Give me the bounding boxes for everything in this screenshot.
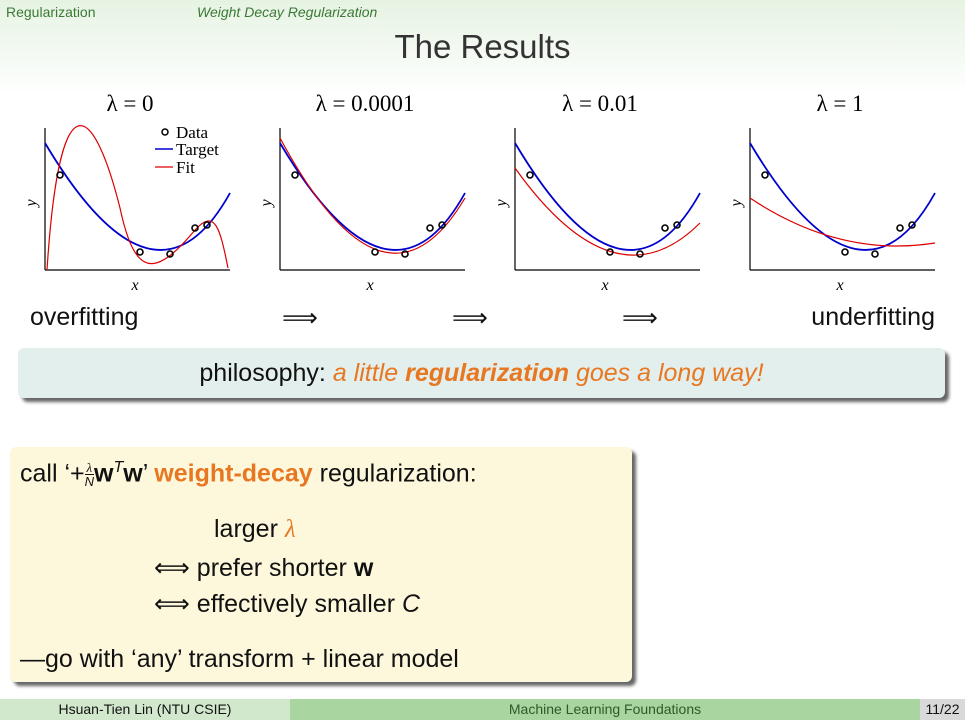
overfitting-label: overfitting <box>30 303 139 331</box>
x-label: x <box>130 277 138 294</box>
footer-page: 11/22 <box>920 699 965 720</box>
text: larger <box>214 515 278 543</box>
y-label: y <box>728 199 745 209</box>
text: ⟺ <box>154 554 190 582</box>
panel-label: λ = 1 <box>816 91 863 116</box>
plot: Data Target Fit <box>44 123 231 271</box>
text: w <box>94 459 114 488</box>
text: w <box>123 459 143 488</box>
philosophy-box: philosophy: a little regularization goes… <box>18 348 945 398</box>
arrow: ⟹ <box>622 304 658 332</box>
text: regularization <box>405 359 570 387</box>
x-label: x <box>835 277 843 294</box>
panel-label: λ = 0.01 <box>562 91 638 116</box>
section: Regularization <box>6 4 96 20</box>
line: ⟺ prefer shorter w <box>154 553 373 583</box>
text: prefer shorter <box>196 554 347 582</box>
x-label: x <box>365 277 373 294</box>
header-background <box>0 0 965 95</box>
plot <box>514 127 701 271</box>
y-label: y <box>258 199 275 209</box>
line: —go with ‘any’ transform + linear model <box>20 645 459 673</box>
footer-course: Machine Learning Foundations <box>290 699 920 720</box>
plot <box>279 127 466 271</box>
text: T <box>113 459 124 476</box>
slide-title: The Results <box>394 28 571 65</box>
text: a little <box>332 359 399 387</box>
text: call ‘+ <box>20 459 85 488</box>
legend-label: Target <box>176 140 219 159</box>
arrow: ⟹ <box>452 304 488 332</box>
text: weight-decay <box>154 459 313 488</box>
text: λ <box>84 460 95 476</box>
text: philosophy: <box>199 359 326 387</box>
plot <box>749 127 936 271</box>
text: goes a long way! <box>575 359 764 387</box>
text: ⟺ <box>154 590 190 618</box>
y-label: y <box>23 199 40 209</box>
text: N <box>84 474 95 490</box>
text: ’ <box>142 459 148 488</box>
text: w <box>353 554 374 582</box>
text: C <box>401 590 421 618</box>
y-label: y <box>493 199 510 209</box>
legend-label: Fit <box>176 158 195 177</box>
text: λ <box>284 516 296 543</box>
panel-label: λ = 0 <box>106 91 153 116</box>
legend-label: Data <box>176 123 209 142</box>
text: regularization: <box>319 459 477 488</box>
subsection: Weight Decay Regularization <box>197 4 378 20</box>
text: effectively smaller <box>196 590 396 618</box>
arrow: ⟹ <box>282 304 318 332</box>
underfitting-label: underfitting <box>811 303 935 331</box>
footer-author: Hsuan-Tien Lin (NTU CSIE) <box>0 699 290 720</box>
line: ⟺ effectively smaller C <box>154 589 420 619</box>
panel-label: λ = 0.0001 <box>316 91 415 116</box>
line: larger λ <box>214 515 296 544</box>
plots: Data Target Fit λ = 0 λ = 0.0001 <box>23 91 936 294</box>
x-label: x <box>600 277 608 294</box>
